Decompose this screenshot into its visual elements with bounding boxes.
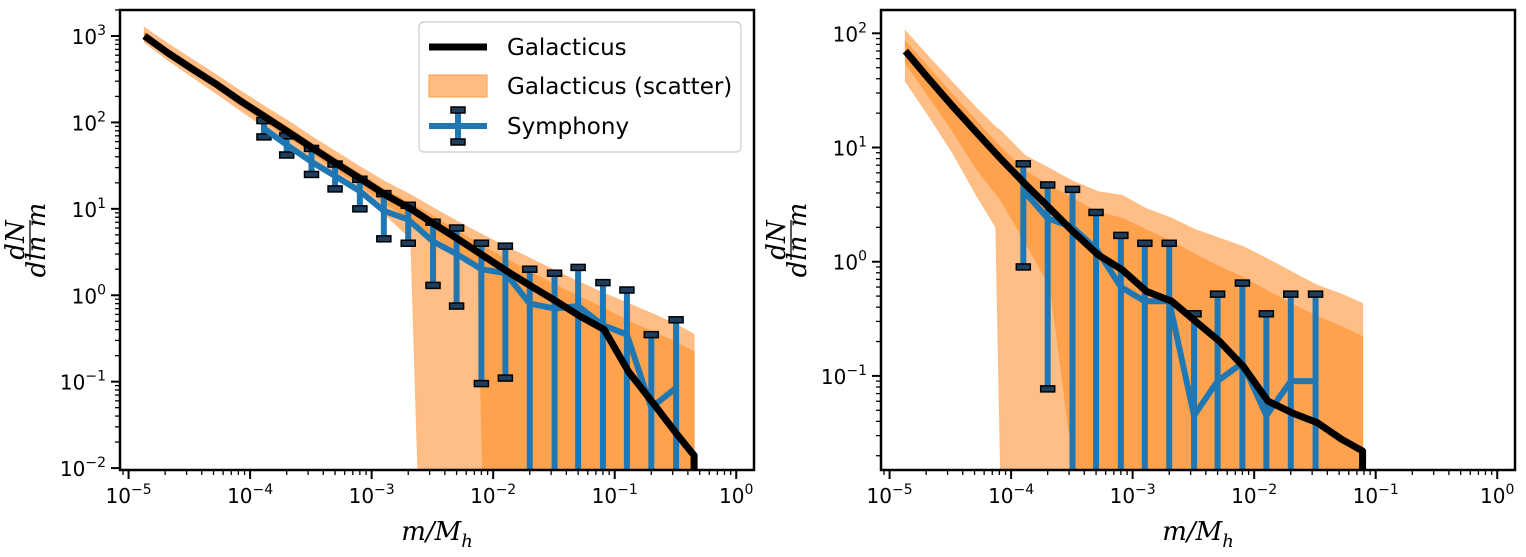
symphony-errorbar-cap xyxy=(448,224,465,232)
symphony-errorbar-cap xyxy=(1209,290,1226,298)
symphony-errorbar-cap xyxy=(448,302,465,310)
legend-symphony-cap-top xyxy=(450,106,466,114)
y-axis-label-numerator: dN xyxy=(762,219,792,260)
y-axis-label-denominator: dln m xyxy=(22,203,52,278)
scatter-band-inner xyxy=(904,40,1364,470)
left-panel: 10−5 10−4 10−3 10−2 10−1 100 10−2 10−1 100 101 102… xyxy=(1,8,756,552)
legend-box xyxy=(418,21,742,153)
x-axis-label: m/Mh xyxy=(1162,517,1234,552)
y-tick-label: 101 xyxy=(833,135,867,161)
symphony-errorbar-cap xyxy=(1088,208,1104,217)
legend: Galacticus Galacticus (scatter) Symphony xyxy=(418,21,742,153)
legend-entry-label: Symphony xyxy=(507,114,629,140)
y-tick-label: 100 xyxy=(72,282,106,308)
symphony-errorbar-cap xyxy=(522,265,538,273)
symphony-errorbar-cap xyxy=(497,242,514,250)
plot-frame xyxy=(118,8,756,472)
symphony-errorbar-cap xyxy=(1015,263,1032,271)
symphony-errorbar-cap xyxy=(473,379,490,388)
x-axis: 10−5 10−4 10−3 10−2 10−1 100 xyxy=(867,470,1514,508)
symphony-errorbar-cap xyxy=(473,239,490,247)
y-axis: 10−1 100 101 102 xyxy=(821,20,881,457)
symphony-errorbar-cap xyxy=(643,330,660,339)
symphony-errorbar-cap xyxy=(303,170,320,179)
symphony-errorbar-cap xyxy=(1137,239,1153,248)
x-tick-label: 10−5 xyxy=(867,482,913,508)
y-tick-label: 102 xyxy=(833,20,867,46)
symphony-errorbar-cap xyxy=(1234,279,1251,287)
y-axis-label-numerator: dN xyxy=(1,219,31,260)
x-tick-label: 10−4 xyxy=(227,482,273,508)
legend-entry-label: Galacticus xyxy=(507,35,627,61)
right-panel: 10−5 10−4 10−3 10−2 10−1 100 10−1 100 101 102 m/Mh… xyxy=(762,8,1517,552)
galacticus-line xyxy=(902,48,1367,470)
y-axis-label-denominator: dln m xyxy=(783,203,813,278)
symphony-errorbar-cap xyxy=(352,205,368,213)
symphony-errorbar-cap xyxy=(400,239,416,247)
symphony-errorbar-cap xyxy=(278,151,295,159)
symphony-errorbar-cap xyxy=(497,374,514,382)
plot-area xyxy=(902,29,1367,470)
x-tick-label: 10−3 xyxy=(349,482,395,508)
symphony-errorbar-cap xyxy=(570,263,586,272)
symphony-errorbar-cap xyxy=(1258,310,1275,318)
symphony-errorbar-cap xyxy=(1113,231,1129,240)
y-tick-label: 10−1 xyxy=(60,369,106,395)
y-tick-label: 103 xyxy=(72,23,106,49)
legend-symphony-cap-bottom xyxy=(450,138,466,146)
x-tick-label: 10−3 xyxy=(1110,482,1156,508)
symphony-errorbar-cap xyxy=(327,185,343,193)
symphony-errorbar-cap xyxy=(1015,160,1032,168)
legend-entry-label: Galacticus (scatter) xyxy=(507,74,732,100)
x-axis: 10−5 10−4 10−3 10−2 10−1 100 xyxy=(106,470,753,508)
x-axis-label-text: m/Mh xyxy=(401,517,473,552)
x-tick-label: 100 xyxy=(1480,482,1514,508)
plot-area xyxy=(142,26,698,470)
x-tick-label: 100 xyxy=(719,482,753,508)
symphony-errorbar-cap xyxy=(546,269,563,277)
symphony-errorbar-cap xyxy=(619,286,635,294)
symphony-errorbar-cap xyxy=(1283,290,1299,298)
y-tick-label: 10−2 xyxy=(60,455,106,481)
x-tick-label: 10−1 xyxy=(592,482,638,508)
symphony-errorbar-cap xyxy=(1161,239,1177,248)
x-axis-label-text: m/Mh xyxy=(1162,517,1234,552)
symphony-line xyxy=(262,126,678,411)
x-axis-label: m/Mh xyxy=(401,517,473,552)
x-tick-label: 10−1 xyxy=(1353,482,1399,508)
x-tick-label: 10−4 xyxy=(988,482,1034,508)
symphony-errorbar-cap xyxy=(376,235,392,243)
x-tick-label: 10−2 xyxy=(470,482,516,508)
symphony-errorbar-cap xyxy=(425,281,441,290)
symphony-errorbar-cap xyxy=(1039,181,1056,189)
symphony-errorbar-cap xyxy=(595,278,611,287)
symphony-errorbar-cap xyxy=(1039,385,1056,393)
symphony-errorbar-cap xyxy=(668,316,684,324)
symphony-errorbar-cap xyxy=(1064,185,1081,194)
x-tick-label: 10−5 xyxy=(106,482,152,508)
galacticus-line xyxy=(142,33,698,470)
plot-frame xyxy=(879,8,1517,472)
symphony-errorbar-cap xyxy=(1307,290,1324,298)
y-tick-label: 102 xyxy=(72,109,106,135)
y-tick-label: 101 xyxy=(72,196,106,222)
legend-scatter-swatch xyxy=(428,74,488,98)
y-tick-label: 100 xyxy=(833,249,867,275)
y-axis: 10−2 10−1 100 101 102 103 xyxy=(60,9,120,481)
x-tick-label: 10−2 xyxy=(1231,482,1277,508)
y-tick-label: 10−1 xyxy=(821,363,867,389)
